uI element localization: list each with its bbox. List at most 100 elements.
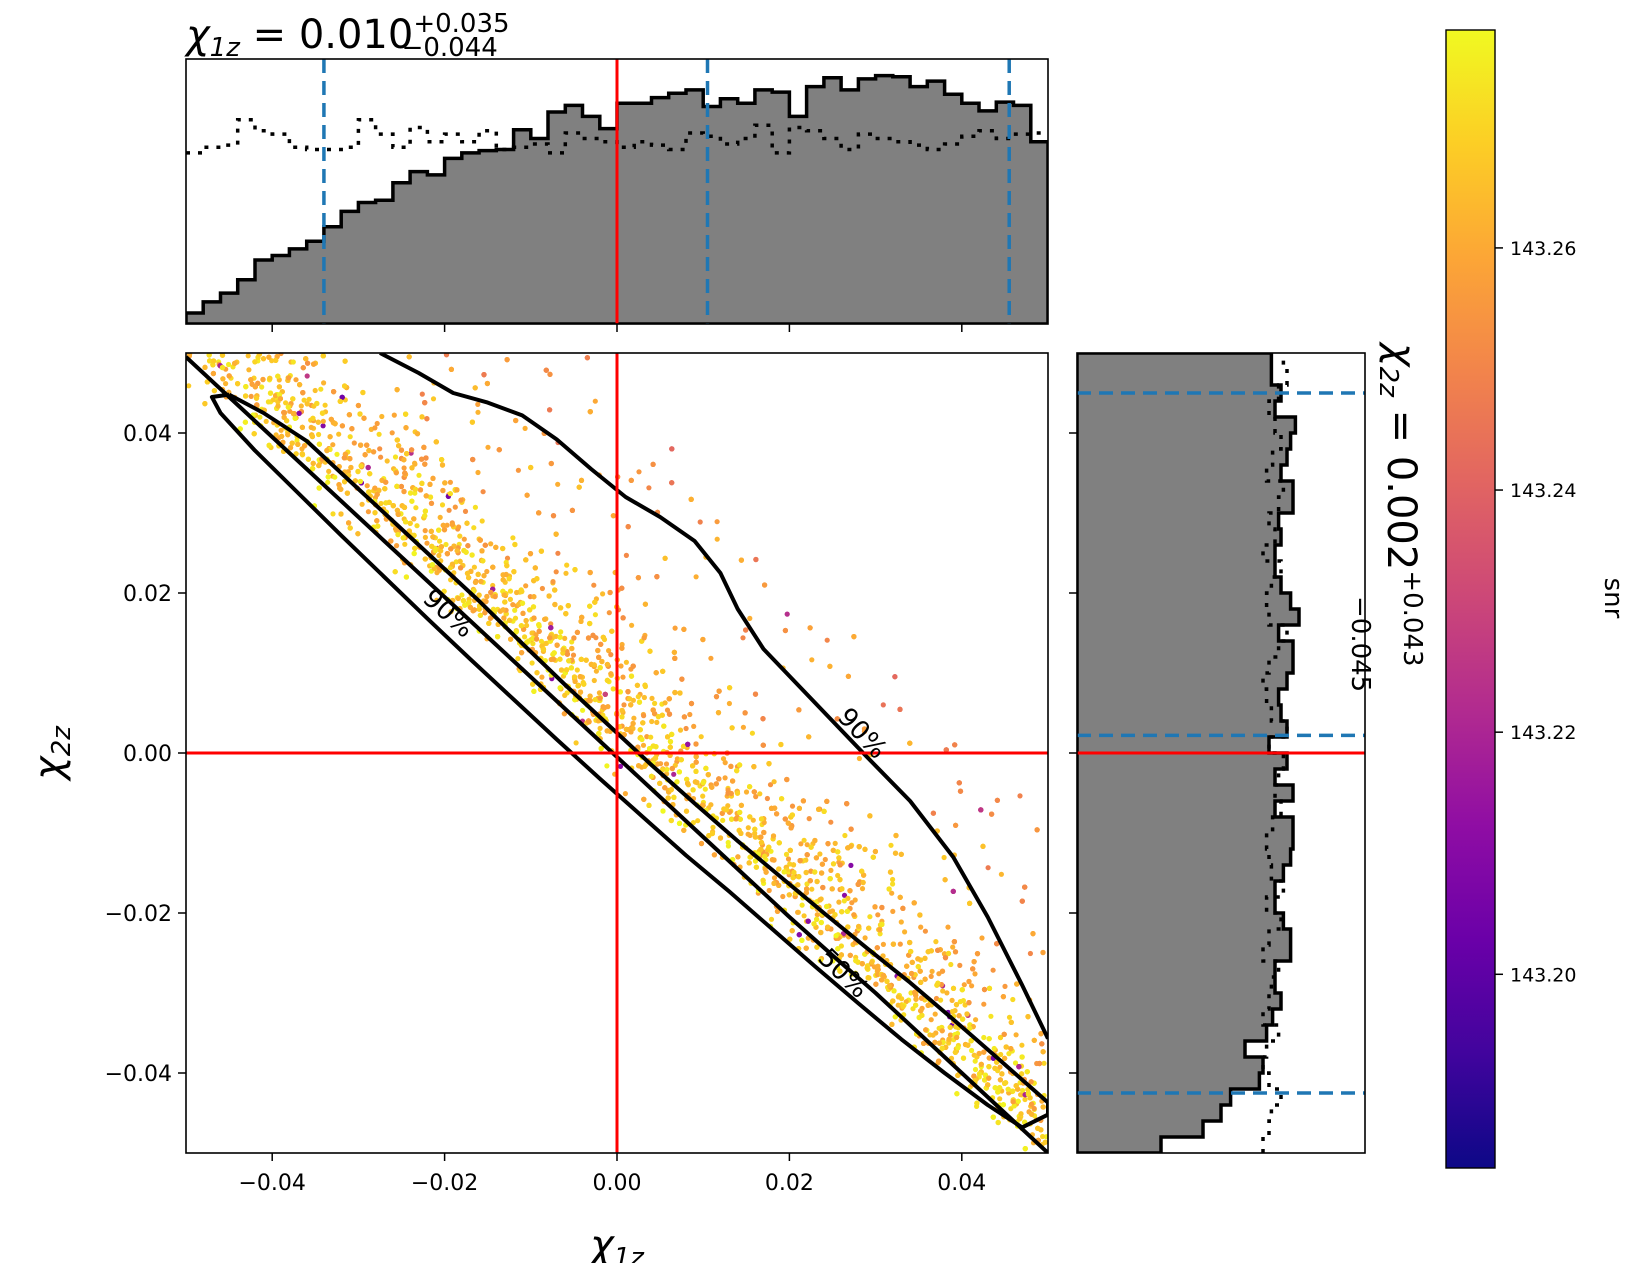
scatter-point — [386, 499, 392, 505]
scatter-point — [994, 941, 1000, 947]
scatter-point — [500, 545, 506, 552]
scatter-point — [787, 847, 793, 854]
scatter-point — [527, 607, 533, 613]
scatter-point — [869, 959, 875, 965]
scatter-point — [706, 833, 712, 839]
scatter-point — [784, 611, 790, 617]
scatter-point — [352, 478, 358, 484]
scatter-point — [552, 601, 558, 608]
scatter-point — [449, 561, 455, 567]
scatter-point — [500, 607, 506, 613]
scatter-point — [439, 502, 446, 508]
scatter-point — [891, 988, 897, 994]
scatter-point — [762, 853, 768, 860]
scatter-point — [898, 919, 904, 925]
scatter-point — [671, 649, 678, 655]
scatter-point — [1024, 1069, 1030, 1075]
scatter-point — [803, 945, 809, 951]
scatter-point — [654, 761, 661, 767]
scatter-point — [737, 809, 743, 816]
scatter-point — [316, 485, 322, 491]
scatter-point — [650, 743, 656, 749]
scatter-point — [344, 490, 350, 496]
scatter-point — [928, 948, 934, 954]
scatter-point — [1018, 1111, 1024, 1117]
scatter-point — [734, 790, 741, 796]
scatter-point — [1022, 1096, 1028, 1103]
scatter-point — [974, 951, 981, 957]
scatter-point — [714, 536, 720, 542]
scatter-point — [338, 511, 344, 517]
scatter-point — [953, 822, 959, 828]
scatter-point — [803, 890, 810, 896]
scatter-point — [727, 685, 733, 691]
scatter-point — [990, 1114, 996, 1120]
scatter-point — [690, 763, 696, 769]
scatter-point — [568, 665, 575, 671]
scatter-point — [932, 1039, 938, 1045]
scatter-point — [662, 555, 668, 561]
scatter-point — [407, 520, 413, 526]
scatter-point — [804, 842, 810, 848]
scatter-point — [379, 413, 385, 420]
scatter-point — [374, 518, 380, 524]
scatter-point — [1040, 1104, 1046, 1110]
scatter-point — [967, 1025, 973, 1031]
scatter-point — [315, 419, 321, 425]
scatter-point — [992, 1065, 998, 1071]
scatter-point — [479, 518, 485, 524]
scatter-point — [923, 1027, 929, 1033]
scatter-point — [472, 579, 479, 585]
scatter-point — [372, 485, 378, 491]
scatter-point — [1003, 1044, 1009, 1050]
scatter-point — [933, 939, 939, 945]
scatter-point — [310, 415, 316, 421]
scatter-point — [710, 824, 716, 830]
scatter-point — [804, 886, 810, 892]
scatter-point — [372, 425, 378, 431]
scatter-point — [625, 524, 631, 530]
scatter-point — [619, 707, 625, 714]
scatter-point — [636, 699, 643, 705]
scatter-point — [596, 730, 602, 737]
x-tick-label: −0.04 — [238, 1171, 305, 1196]
scatter-point — [299, 424, 305, 430]
scatter-point — [872, 904, 878, 910]
scatter-point — [917, 912, 923, 918]
scatter-point — [1031, 1037, 1037, 1043]
scatter-point — [337, 398, 343, 404]
scatter-point — [671, 771, 677, 777]
scatter-point — [394, 387, 400, 393]
scatter-point — [724, 807, 730, 813]
scatter-point — [758, 816, 765, 822]
scatter-point — [952, 949, 959, 955]
scatter-point — [477, 537, 483, 543]
scatter-point — [749, 730, 756, 736]
scatter-point — [477, 612, 483, 618]
scatter-point — [334, 451, 340, 457]
scatter-point — [650, 461, 656, 467]
scatter-point — [649, 718, 655, 725]
scatter-point — [669, 446, 675, 452]
scatter-point — [862, 935, 868, 941]
scatter-point — [669, 765, 675, 772]
scatter-point — [475, 401, 481, 407]
scatter-point — [232, 360, 238, 366]
scatter-point — [746, 860, 752, 866]
scatter-point — [954, 1034, 960, 1040]
scatter-point — [295, 441, 301, 447]
scatter-point — [954, 1091, 960, 1097]
scatter-point — [277, 396, 283, 402]
scatter-point — [661, 723, 667, 729]
scatter-point — [400, 535, 406, 541]
scatter-point — [981, 1034, 987, 1041]
scatter-point — [785, 856, 792, 862]
scatter-point — [382, 486, 388, 492]
scatter-point — [269, 358, 275, 364]
scatter-point — [303, 356, 309, 362]
scatter-point — [316, 431, 322, 438]
scatter-point — [1019, 1071, 1025, 1077]
scatter-point — [570, 652, 577, 658]
scatter-point — [639, 736, 645, 743]
scatter-point — [1015, 1098, 1021, 1104]
